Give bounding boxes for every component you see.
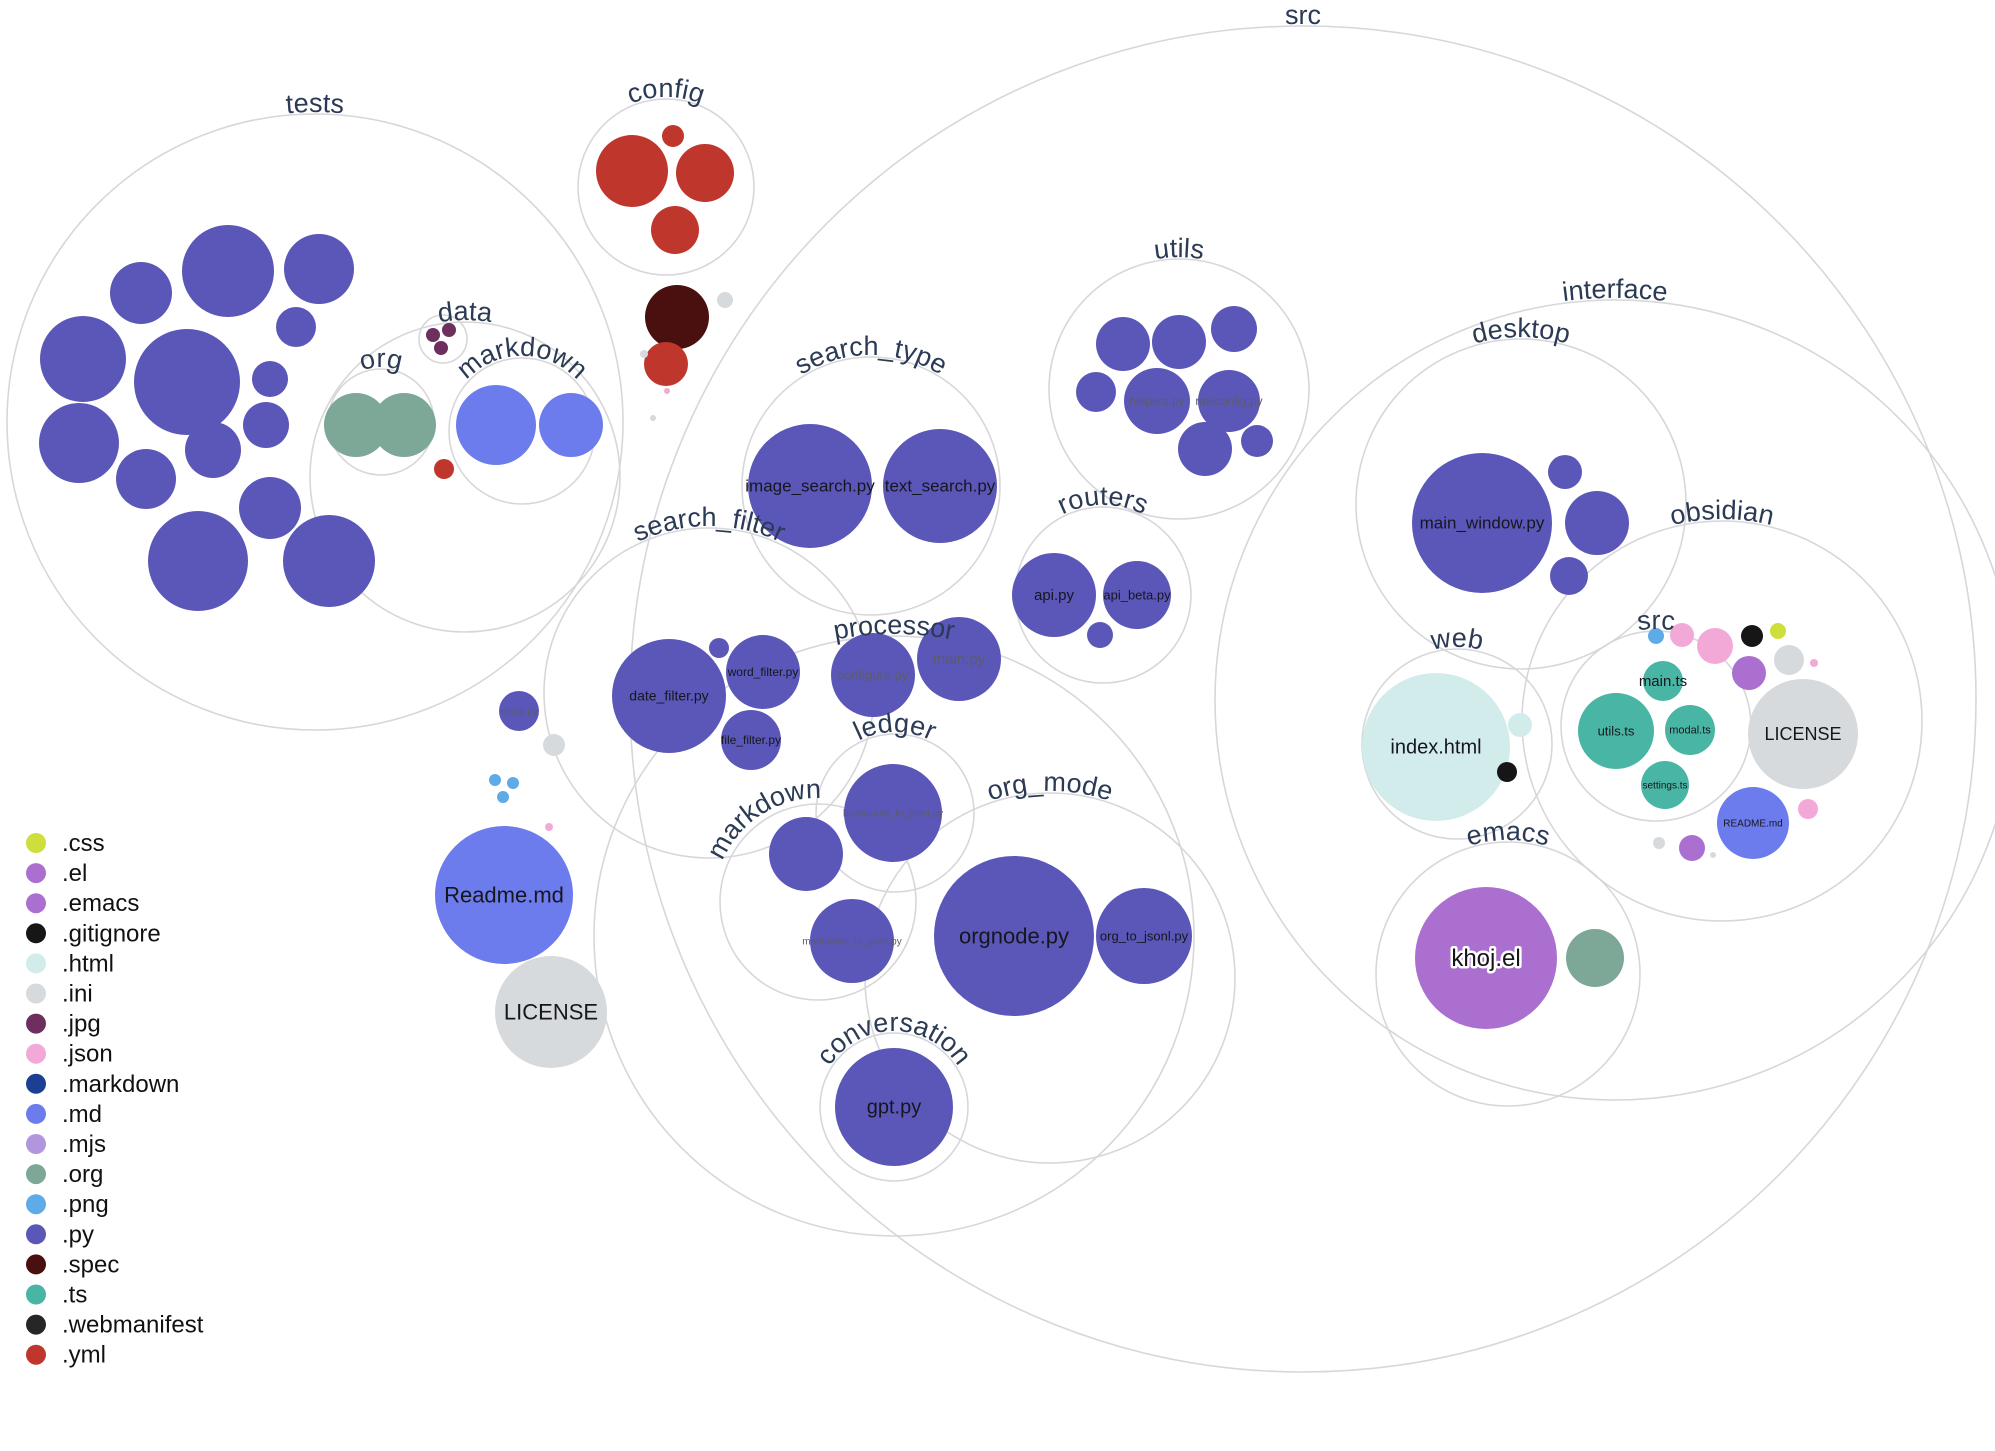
- svg-text:.mjs: .mjs: [62, 1131, 106, 1158]
- svg-text:.jpg: .jpg: [62, 1011, 101, 1038]
- svg-text:.ts: .ts: [62, 1282, 87, 1309]
- svg-text:orgnode.py: orgnode.py: [959, 923, 1069, 948]
- svg-text:LICENSE: LICENSE: [1764, 724, 1841, 744]
- svg-text:.ini: .ini: [62, 981, 93, 1008]
- svg-text:image_search.py: image_search.py: [745, 477, 875, 496]
- svg-text:.py: .py: [62, 1221, 94, 1248]
- svg-text:main_window.py: main_window.py: [1420, 514, 1545, 533]
- svg-text:.markdown: .markdown: [62, 1071, 179, 1098]
- svg-text:.gitignore: .gitignore: [62, 920, 161, 947]
- svg-text:src: src: [1285, 0, 1322, 30]
- svg-text:web: web: [1428, 623, 1486, 656]
- svg-text:helpers.py: helpers.py: [1129, 394, 1184, 408]
- svg-text:.webmanifest: .webmanifest: [62, 1312, 204, 1339]
- svg-text:.yml: .yml: [62, 1342, 106, 1369]
- svg-text:src: src: [1635, 605, 1676, 636]
- svg-text:.el: .el: [62, 860, 87, 887]
- svg-text:markdown_to_jsonl.py: markdown_to_jsonl.py: [802, 936, 902, 947]
- svg-text:setup.py: setup.py: [500, 706, 538, 717]
- svg-text:.org: .org: [62, 1161, 103, 1188]
- svg-text:khoj.el: khoj.el: [1451, 945, 1520, 972]
- svg-text:index.html: index.html: [1390, 737, 1481, 759]
- svg-text:.emacs: .emacs: [62, 890, 139, 917]
- svg-text:date_filter.py: date_filter.py: [629, 688, 708, 704]
- svg-text:rawconfig.py: rawconfig.py: [1195, 394, 1262, 408]
- svg-text:main.py: main.py: [933, 651, 986, 668]
- svg-text:.spec: .spec: [62, 1251, 119, 1278]
- svg-text:utils.ts: utils.ts: [1598, 723, 1635, 738]
- svg-text:api.py: api.py: [1034, 587, 1075, 604]
- svg-text:README.md: README.md: [1723, 818, 1782, 829]
- svg-text:main.ts: main.ts: [1639, 673, 1687, 690]
- svg-text:tests: tests: [285, 88, 346, 119]
- svg-text:org_to_jsonl.py: org_to_jsonl.py: [1100, 928, 1189, 943]
- svg-text:LICENSE: LICENSE: [504, 999, 598, 1024]
- svg-text:data: data: [436, 296, 495, 328]
- svg-text:configure.py: configure.py: [838, 667, 909, 682]
- svg-text:file_filter.py: file_filter.py: [721, 733, 781, 747]
- svg-text:.md: .md: [62, 1101, 102, 1128]
- svg-text:Readme.md: Readme.md: [444, 882, 564, 907]
- svg-text:org: org: [357, 343, 406, 376]
- svg-text:.png: .png: [62, 1191, 109, 1218]
- svg-text:text_search.py: text_search.py: [885, 477, 996, 496]
- svg-text:settings.ts: settings.ts: [1642, 780, 1687, 791]
- svg-text:gpt.py: gpt.py: [867, 1097, 921, 1119]
- svg-text:.json: .json: [62, 1041, 113, 1068]
- svg-text:.css: .css: [62, 830, 105, 857]
- svg-text:beancount_to_jsonl.py: beancount_to_jsonl.py: [843, 808, 943, 819]
- svg-text:word_filter.py: word_filter.py: [727, 665, 799, 679]
- svg-text:modal.ts: modal.ts: [1669, 725, 1711, 737]
- svg-text:.html: .html: [62, 950, 114, 977]
- svg-text:utils: utils: [1152, 233, 1206, 265]
- svg-text:api_beta.py: api_beta.py: [1103, 587, 1171, 602]
- svg-text:interface: interface: [1560, 274, 1669, 307]
